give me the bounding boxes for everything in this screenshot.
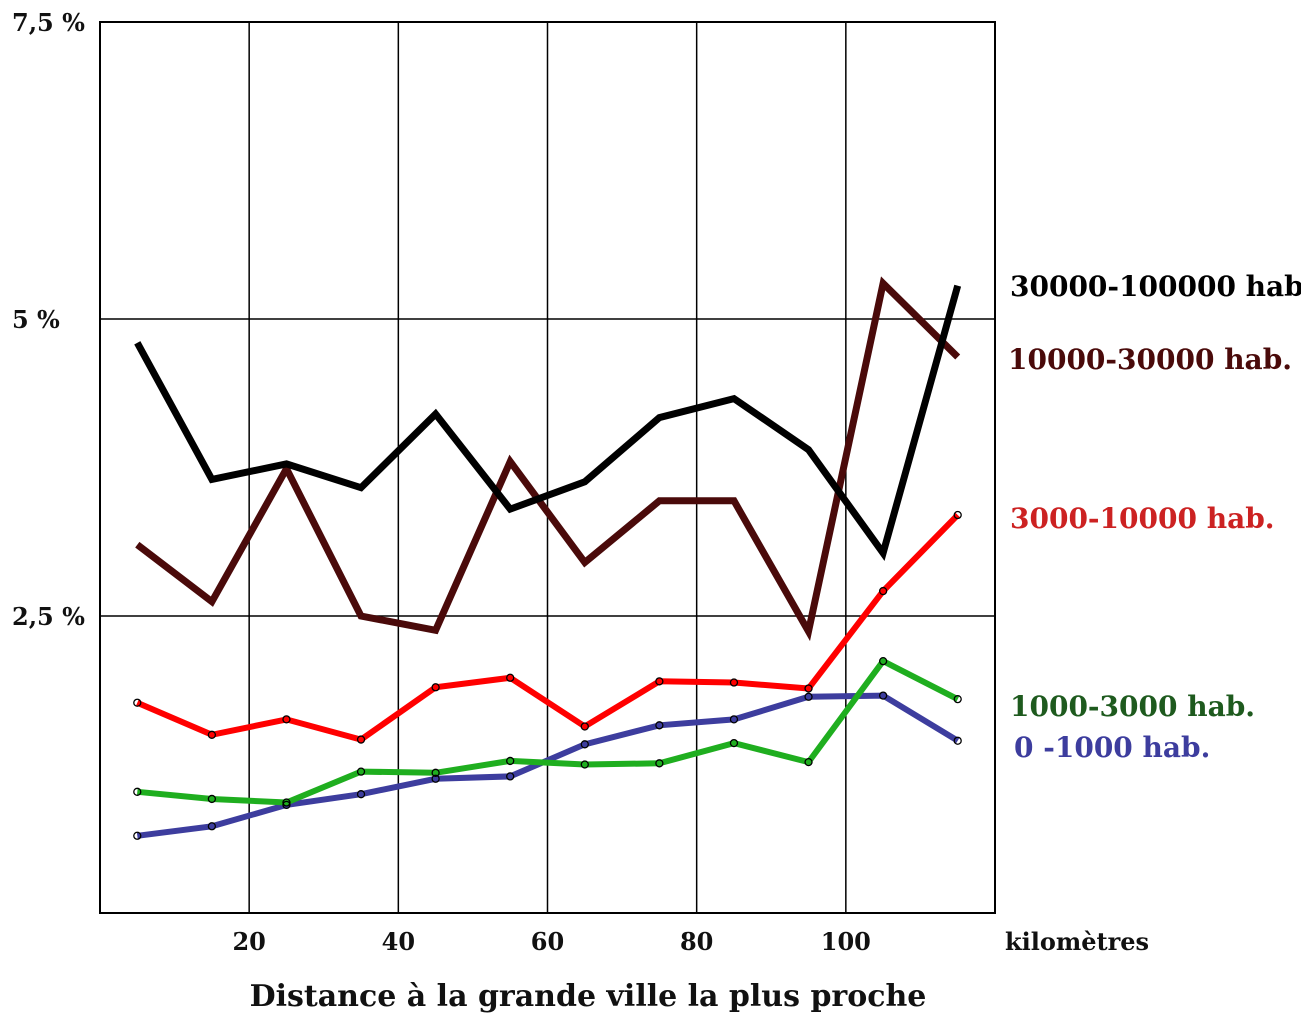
data-point xyxy=(878,586,888,596)
data-point xyxy=(506,772,515,781)
series-labels: 30000-100000 hab. 10000-30000 hab. 3000-10… xyxy=(1008,270,1301,764)
data-point xyxy=(356,767,366,776)
data-point xyxy=(431,768,440,777)
grid-lines xyxy=(100,21,995,913)
series-label: 30000-100000 hab. xyxy=(1010,270,1301,303)
x-tick-label: 20 xyxy=(232,927,265,956)
data-point xyxy=(356,735,366,744)
x-tick-label: 60 xyxy=(531,927,564,956)
data-point xyxy=(207,730,217,739)
data-point xyxy=(580,740,589,749)
data-point xyxy=(953,510,962,520)
data-point xyxy=(282,800,291,810)
x-tick-label: 80 xyxy=(680,927,713,956)
y-tick-label: 7,5 % xyxy=(12,8,85,37)
data-point xyxy=(729,678,739,687)
data-point xyxy=(804,684,813,693)
series-line xyxy=(135,276,961,642)
x-axis-title: Distance à la grande ville la plus proch… xyxy=(250,979,927,1014)
y-tick-label: 5 % xyxy=(12,305,60,334)
series-label: 3000-10000 hab. xyxy=(1010,502,1275,535)
series-label: 1000-3000 hab. xyxy=(1010,690,1255,723)
data-point xyxy=(580,722,589,731)
data-point xyxy=(655,759,664,768)
data-point xyxy=(655,677,664,686)
data-point xyxy=(431,683,440,692)
data-point xyxy=(282,798,291,807)
data-point xyxy=(207,822,217,831)
data-point xyxy=(133,787,142,796)
x-tick-label: 40 xyxy=(382,927,415,956)
data-point xyxy=(655,721,664,730)
data-point xyxy=(804,757,813,767)
data-point xyxy=(953,695,962,704)
data-point xyxy=(431,774,440,783)
plot-frame xyxy=(99,21,996,914)
x-tick-labels: 20 40 60 80 100 xyxy=(232,927,870,956)
data-point xyxy=(580,760,589,769)
series-label: 0 -1000 hab. xyxy=(1014,731,1210,764)
series-line xyxy=(136,512,960,743)
data-point xyxy=(133,831,142,840)
marker-layer xyxy=(133,510,962,840)
data-point xyxy=(506,673,515,682)
data-point xyxy=(506,756,515,766)
data-point xyxy=(282,715,291,724)
data-point xyxy=(207,794,217,804)
data-point xyxy=(804,692,813,701)
data-point xyxy=(356,790,366,799)
data-point xyxy=(133,698,142,707)
series-layer xyxy=(134,276,962,839)
data-point xyxy=(953,736,962,745)
y-tick-label: 2,5 % xyxy=(12,602,85,631)
series-line xyxy=(134,284,962,561)
data-point xyxy=(729,715,739,724)
series-label: 10000-30000 hab. xyxy=(1008,343,1292,376)
data-point xyxy=(878,691,888,700)
series-line xyxy=(137,657,960,806)
data-point xyxy=(878,656,888,666)
data-point xyxy=(729,738,739,748)
x-tick-label: 100 xyxy=(821,927,871,956)
x-unit-label: kilomètres xyxy=(1005,927,1149,956)
y-tick-labels: 2,5 % 5 % 7,5 % xyxy=(12,8,85,631)
